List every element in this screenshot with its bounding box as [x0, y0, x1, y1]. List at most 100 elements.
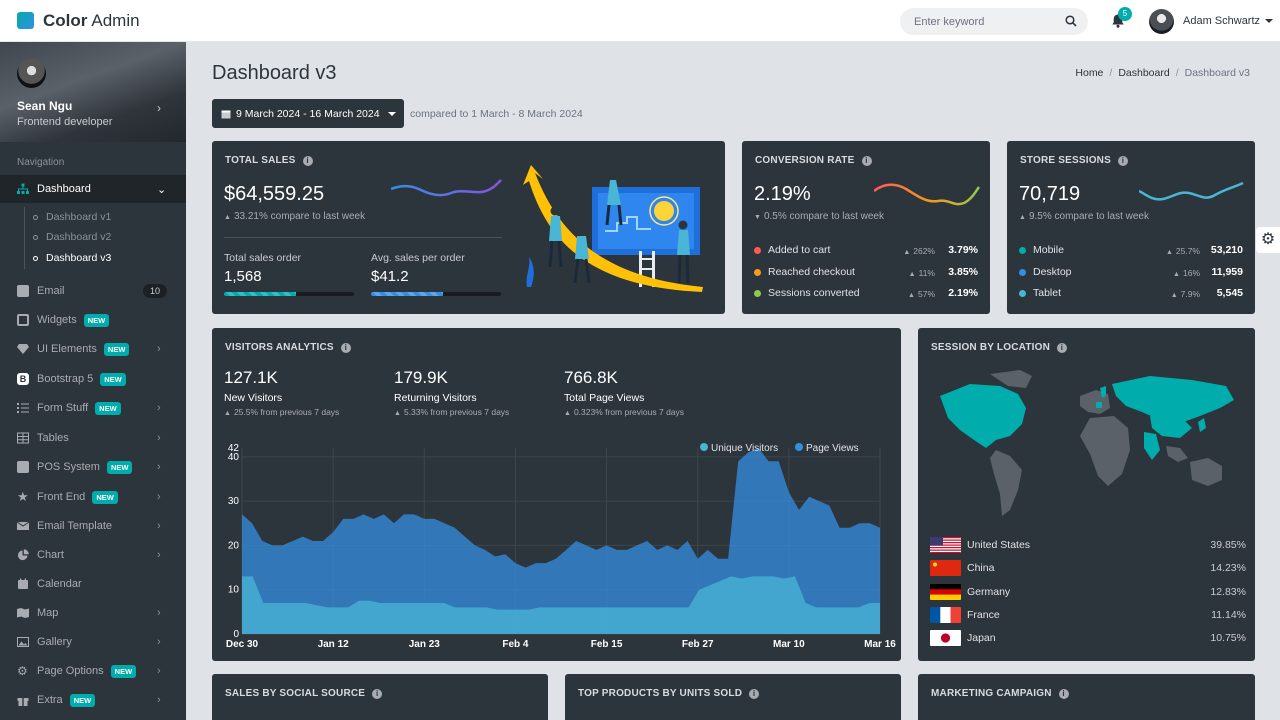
info-icon[interactable]: i — [302, 155, 313, 166]
new-badge: NEW — [100, 372, 126, 386]
caret-down-icon: ▼ — [754, 214, 761, 221]
app-logo[interactable]: Color Admin — [17, 11, 140, 31]
chevron-right-icon: › — [157, 343, 161, 355]
sidebar-item-form-stuff[interactable]: Form Stuff NEW › — [0, 394, 186, 422]
sidebar-item-pos[interactable]: POS System NEW › — [0, 453, 186, 481]
sidebar-item-calendar[interactable]: Calendar — [0, 570, 186, 598]
x-tick-label: Feb 27 — [682, 639, 714, 650]
page-title: Dashboard v3 — [212, 62, 337, 84]
sidebar-item-extra[interactable]: Extra NEW › — [0, 686, 186, 714]
info-icon[interactable]: i — [1058, 688, 1069, 699]
theme-settings-button[interactable]: ⚙ — [1256, 227, 1280, 253]
sales-illustration — [523, 165, 703, 292]
info-icon[interactable]: i — [340, 342, 351, 353]
legend-dot — [1019, 246, 1026, 254]
bullet-icon — [33, 215, 38, 220]
sidebar-sub-dashboard-v3[interactable]: Dashboard v3 — [46, 252, 112, 264]
legend-added-to-cart: Added to cart — [754, 244, 830, 256]
legend-label: Added to cart — [768, 244, 831, 256]
user-menu[interactable]: Adam Schwartz — [1183, 15, 1274, 27]
card-title: SALES BY SOCIAL SOURCE i — [225, 688, 383, 699]
calendar-icon — [18, 578, 28, 589]
sidebar-item-page-options[interactable]: ⚙ Page Options NEW › — [0, 657, 186, 685]
visitors-title: VISITORS ANALYTICS — [225, 342, 334, 353]
row-pct-text: 57% — [917, 289, 935, 299]
sidebar-item-label: Tables — [37, 432, 69, 444]
sparkline-sessions — [1139, 181, 1244, 201]
breadcrumb-home[interactable]: Home — [1075, 67, 1104, 79]
sidebar-item-front-end[interactable]: ★ Front End NEW › — [0, 483, 186, 511]
sidebar-item-gallery[interactable]: Gallery › — [0, 628, 186, 656]
date-range-button[interactable]: 9 March 2024 - 16 March 2024 — [212, 99, 404, 128]
user-avatar[interactable] — [1149, 9, 1174, 34]
sidebar-sub-dashboard-v2[interactable]: Dashboard v2 — [46, 231, 112, 243]
area-unique-visitors — [242, 576, 880, 634]
y-tick-label: 40 — [228, 452, 240, 463]
breadcrumb-current: Dashboard v3 — [1184, 67, 1250, 79]
nav-heading: Navigation — [17, 157, 65, 168]
row-pct: ▲ 25.7% — [1165, 246, 1200, 256]
world-map[interactable] — [930, 366, 1243, 526]
sessions-change-text: 9.5% compare to last week — [1028, 211, 1149, 222]
date-range-label: 9 March 2024 - 16 March 2024 — [236, 107, 380, 120]
sidebar-item-map[interactable]: Map › — [0, 599, 186, 627]
brand-bold: Color — [43, 10, 88, 30]
legend-label: Reached checkout — [768, 266, 855, 278]
sidebar-item-ui-elements[interactable]: UI Elements NEW › — [0, 335, 186, 363]
products-title: TOP PRODUCTS BY UNITS SOLD — [578, 688, 743, 699]
sidebar-profile[interactable]: Sean Ngu Frontend developer › — [0, 42, 186, 142]
sessions-change: ▲ 9.5% compare to last week — [1019, 211, 1149, 222]
legend-tablet: Tablet — [1019, 287, 1061, 299]
marketing-title: MARKETING CAMPAIGN — [931, 688, 1052, 699]
sidebar-item-tables[interactable]: Tables › — [0, 424, 186, 452]
conversion-value: 2.19% — [754, 183, 811, 205]
info-icon[interactable]: i — [1117, 155, 1128, 166]
info-icon[interactable]: i — [1057, 342, 1068, 353]
legend-dot — [754, 268, 761, 276]
sidebar-item-chart[interactable]: Chart › — [0, 541, 186, 569]
pie-chart-icon — [17, 549, 29, 561]
country-row-germany: Germany 12.83% — [930, 582, 1246, 602]
sparkline-total-sales — [391, 179, 502, 197]
sidebar-item-email[interactable]: Email 10 — [0, 277, 186, 305]
france-flag-icon — [930, 607, 961, 623]
gear-icon: ⚙ — [1260, 231, 1276, 248]
info-icon[interactable]: i — [861, 155, 872, 166]
gem-icon — [17, 344, 29, 354]
legend-dot — [1019, 289, 1026, 297]
sidebar-item-email-template[interactable]: Email Template › — [0, 512, 186, 540]
row-pct: ▲ 57% — [908, 289, 935, 299]
stat-value: 766.8K — [564, 368, 618, 387]
search-icon[interactable] — [1065, 15, 1077, 27]
list-icon — [17, 403, 29, 413]
sidebar-item-bootstrap[interactable]: B Bootstrap 5 NEW — [0, 365, 186, 393]
orders-label: Total sales order — [224, 252, 302, 264]
info-icon[interactable]: i — [372, 688, 383, 699]
count-badge: 10 — [143, 284, 168, 298]
y-tick-label: 30 — [228, 496, 240, 507]
japan-flag-icon — [930, 630, 961, 646]
search-input[interactable]: Enter keyword — [900, 8, 1088, 35]
chevron-right-icon: › — [157, 549, 161, 561]
notification-badge: 5 — [1118, 7, 1132, 21]
sidebar-item-dashboard[interactable]: Dashboard ⌄ — [0, 175, 186, 203]
main-content: Dashboard v3 Home / Dashboard / Dashboard v3… — [186, 42, 1280, 720]
country-pct: 39.85% — [1210, 539, 1246, 551]
sidebar-item-label: Calendar — [37, 578, 82, 590]
sidebar-sub-dashboard-v1[interactable]: Dashboard v1 — [46, 211, 112, 223]
info-icon[interactable]: i — [749, 688, 760, 699]
avg-value: $41.2 — [371, 268, 409, 285]
new-badge: NEW — [95, 401, 121, 415]
sidebar-item-label: Dashboard — [37, 183, 91, 195]
avg-progress — [371, 292, 501, 296]
breadcrumb-dashboard[interactable]: Dashboard — [1118, 67, 1170, 79]
legend-dot — [795, 443, 803, 451]
caret-up-icon: ▲ — [1019, 214, 1026, 221]
new-badge: NEW — [83, 313, 110, 327]
compare-text: compared to 1 March - 8 March 2024 — [410, 108, 583, 120]
row-pct-text: 7.9% — [1180, 289, 1200, 299]
sidebar-item-widgets[interactable]: Widgets NEW — [0, 306, 186, 334]
card-title: MARKETING CAMPAIGN i — [931, 688, 1069, 699]
y-tick-label: 20 — [228, 540, 240, 551]
card-title: STORE SESSIONS i — [1020, 155, 1128, 166]
